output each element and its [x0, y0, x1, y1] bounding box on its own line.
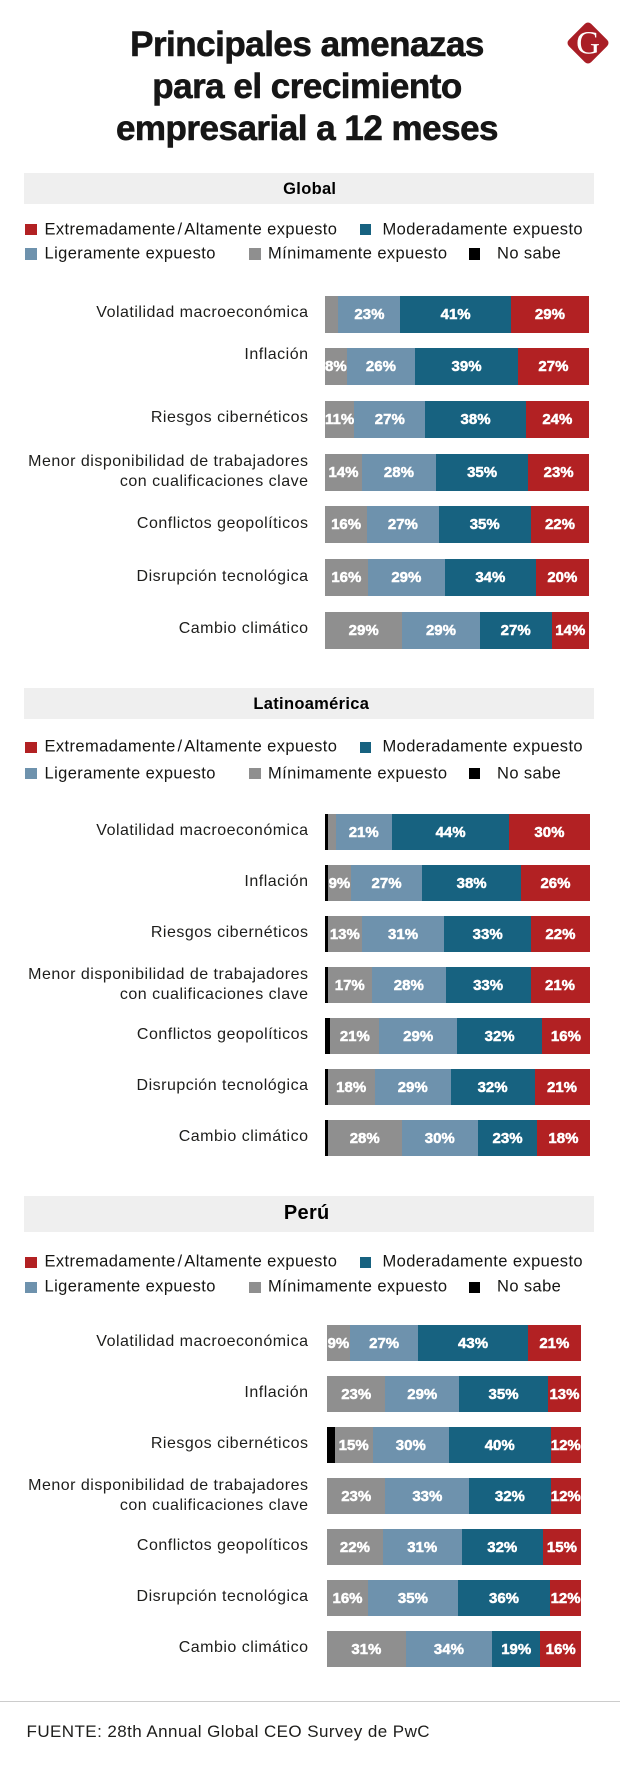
- svg-text:G: G: [576, 26, 600, 62]
